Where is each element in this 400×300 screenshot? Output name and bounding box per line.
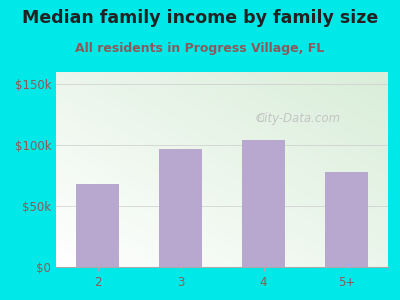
Bar: [242, 140, 285, 267]
Bar: [159, 149, 202, 267]
Bar: [76, 184, 119, 267]
Text: Median family income by family size: Median family income by family size: [22, 9, 378, 27]
Bar: [325, 172, 368, 267]
Text: City-Data.com: City-Data.com: [256, 112, 340, 125]
Text: All residents in Progress Village, FL: All residents in Progress Village, FL: [75, 42, 325, 55]
Text: ⊙: ⊙: [255, 112, 266, 125]
